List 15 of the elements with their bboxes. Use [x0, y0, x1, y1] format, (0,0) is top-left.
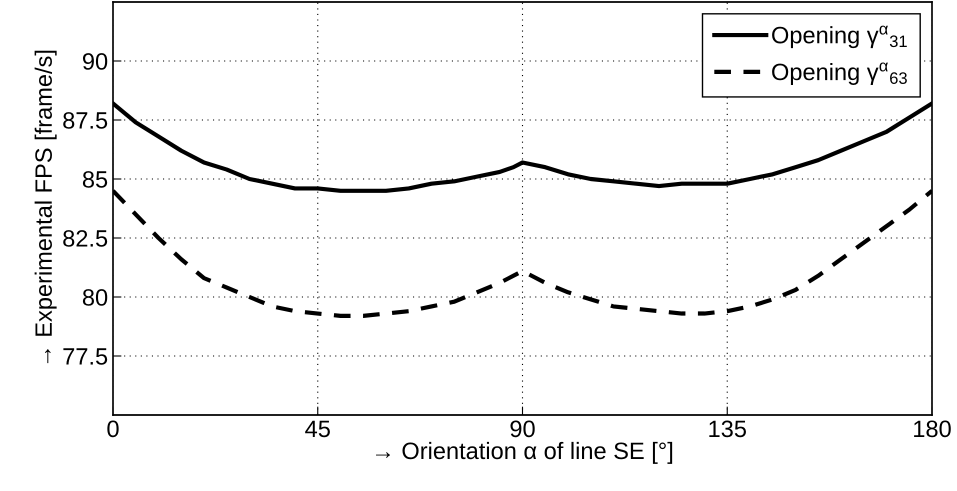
- x-axis-title: → Orientation α of line SE [°]: [376, 442, 672, 464]
- legend-label: Opening γ$^{α}$$_{31}$: [772, 26, 907, 48]
- x-tick-label: 135: [709, 420, 746, 438]
- x-tick-label: 45: [305, 420, 330, 438]
- y-axis-title: → Experimental FPS [frame/s]: [34, 50, 57, 364]
- y-tick-label: 82.5: [63, 230, 108, 247]
- y-tick-label: 87.5: [63, 112, 108, 129]
- legend-label: Opening γ$^{α}$$_{63}$: [772, 62, 907, 85]
- x-tick-label: 180: [914, 420, 951, 438]
- y-tick-label: 90: [82, 53, 108, 70]
- y-tick-label: 85: [82, 171, 108, 188]
- x-tick-label: 0: [107, 420, 119, 438]
- x-tick-label: 90: [510, 420, 535, 438]
- y-tick-label: 77.5: [63, 348, 108, 365]
- y-tick-label: 80: [82, 289, 108, 306]
